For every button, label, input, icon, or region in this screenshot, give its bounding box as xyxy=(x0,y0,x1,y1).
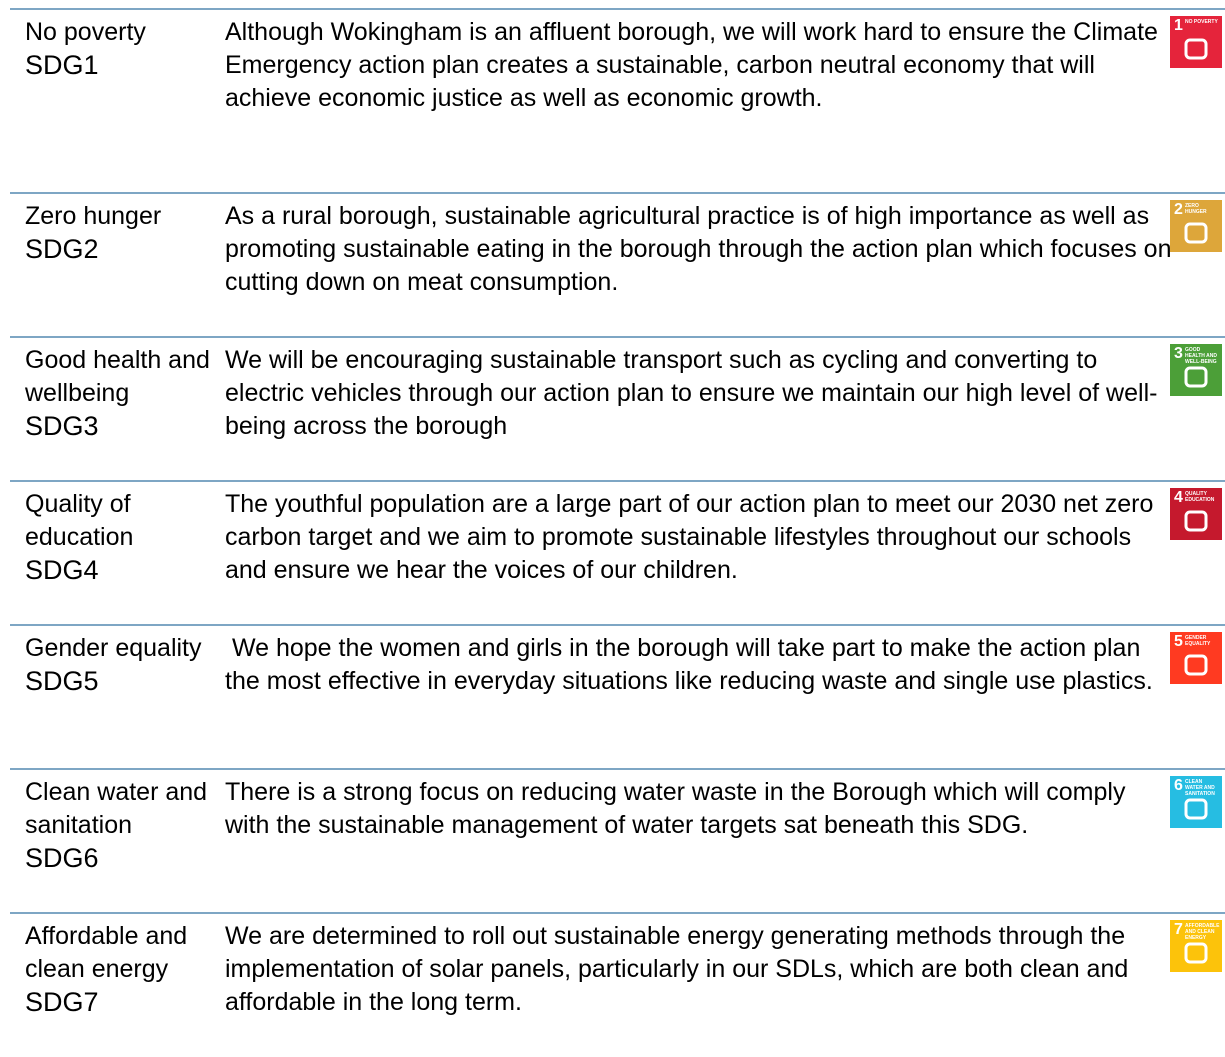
icon-graphic xyxy=(1184,366,1208,388)
sdg-number: 2 xyxy=(1174,201,1183,218)
table-row: Good health and wellbeing SDG3 We will be … xyxy=(10,336,1225,480)
sdg-icon: 3 GOOD HEALTH AND WELL-BEING xyxy=(1170,344,1222,396)
icon-graphic xyxy=(1184,38,1208,60)
goal-cell: Quality of education SDG4 xyxy=(25,488,220,587)
goal-code: SDG7 xyxy=(25,987,99,1017)
goal-description: We are determined to roll out sustainabl… xyxy=(225,922,1136,1016)
goal-cell: Good health and wellbeing SDG3 xyxy=(25,344,220,443)
goal-cell: Zero hunger SDG2 xyxy=(25,200,220,266)
sdg-label: GOOD HEALTH AND WELL-BEING xyxy=(1185,347,1217,365)
sdg-number: 6 xyxy=(1174,777,1183,794)
goal-cell: Clean water and sanitation SDG6 xyxy=(25,776,220,875)
goal-code: SDG5 xyxy=(25,666,99,696)
goal-name: No poverty xyxy=(25,18,146,46)
sdg-icon: 7 AFFORDABLE AND CLEAN ENERGY xyxy=(1170,920,1222,972)
goal-code: SDG2 xyxy=(25,234,99,264)
sdg-number: 1 xyxy=(1174,17,1183,34)
goal-name: Clean water and sanitation xyxy=(25,778,208,839)
goal-name: Quality of education xyxy=(25,490,134,551)
goal-code: SDG1 xyxy=(25,50,99,80)
sdg-label: CLEAN WATER AND SANITATION xyxy=(1185,779,1215,797)
goal-name: Affordable and clean energy xyxy=(25,922,188,983)
sdg-number: 5 xyxy=(1174,633,1183,650)
icon-graphic xyxy=(1184,798,1208,820)
table-row: No poverty SDG1 Although Wokingham is an a… xyxy=(10,8,1225,192)
table-row: Gender equality SDG5 We hope the women an… xyxy=(10,624,1225,768)
goal-name: Good health and wellbeing xyxy=(25,346,210,407)
goal-name: Gender equality xyxy=(25,634,202,662)
goal-description: The youthful population are a large part… xyxy=(225,490,1161,584)
goal-description: Although Wokingham is an affluent boroug… xyxy=(225,18,1165,112)
sdg-label: NO POVERTY xyxy=(1185,19,1218,25)
table-row: Affordable and clean energy SDG7 We are de… xyxy=(10,912,1225,1056)
goal-name: Zero hunger xyxy=(25,202,162,230)
goal-description: As a rural borough, sustainable agricult… xyxy=(225,202,1172,296)
sdg-icon: 4 QUALITY EDUCATION xyxy=(1170,488,1222,540)
goal-description: There is a strong focus on reducing wate… xyxy=(225,778,1133,839)
sdg-number: 7 xyxy=(1174,921,1183,938)
sdg-number: 4 xyxy=(1174,489,1183,506)
goal-cell: No poverty SDG1 xyxy=(25,16,220,82)
sdg-number: 3 xyxy=(1174,345,1183,362)
sdg-icon: 1 NO POVERTY xyxy=(1170,16,1222,68)
icon-graphic xyxy=(1184,510,1208,532)
table-row: Clean water and sanitation SDG6 There is a… xyxy=(10,768,1225,912)
sdg-icon: 6 CLEAN WATER AND SANITATION xyxy=(1170,776,1222,828)
goal-code: SDG4 xyxy=(25,555,99,585)
goal-cell: Affordable and clean energy SDG7 xyxy=(25,920,220,1019)
goal-cell: Gender equality SDG5 xyxy=(25,632,220,698)
icon-graphic xyxy=(1184,942,1208,964)
sdg-label: GENDER EQUALITY xyxy=(1185,635,1211,647)
sdg-icon: 2 ZERO HUNGER xyxy=(1170,200,1222,252)
goal-code: SDG6 xyxy=(25,843,99,873)
goal-description: We will be encouraging sustainable trans… xyxy=(225,346,1158,440)
icon-graphic xyxy=(1184,222,1208,244)
table-row: Quality of education SDG4 The youthful pop… xyxy=(10,480,1225,624)
sdg-label: AFFORDABLE AND CLEAN ENERGY xyxy=(1185,923,1220,941)
sdg-icon: 5 GENDER EQUALITY xyxy=(1170,632,1222,684)
icon-graphic xyxy=(1184,654,1208,676)
table-row: Zero hunger SDG2 As a rural borough, susta… xyxy=(10,192,1225,336)
goal-code: SDG3 xyxy=(25,411,99,441)
sdg-label: QUALITY EDUCATION xyxy=(1185,491,1215,503)
sdg-label: ZERO HUNGER xyxy=(1185,203,1207,215)
goal-description: We hope the women and girls in the borou… xyxy=(225,634,1153,695)
